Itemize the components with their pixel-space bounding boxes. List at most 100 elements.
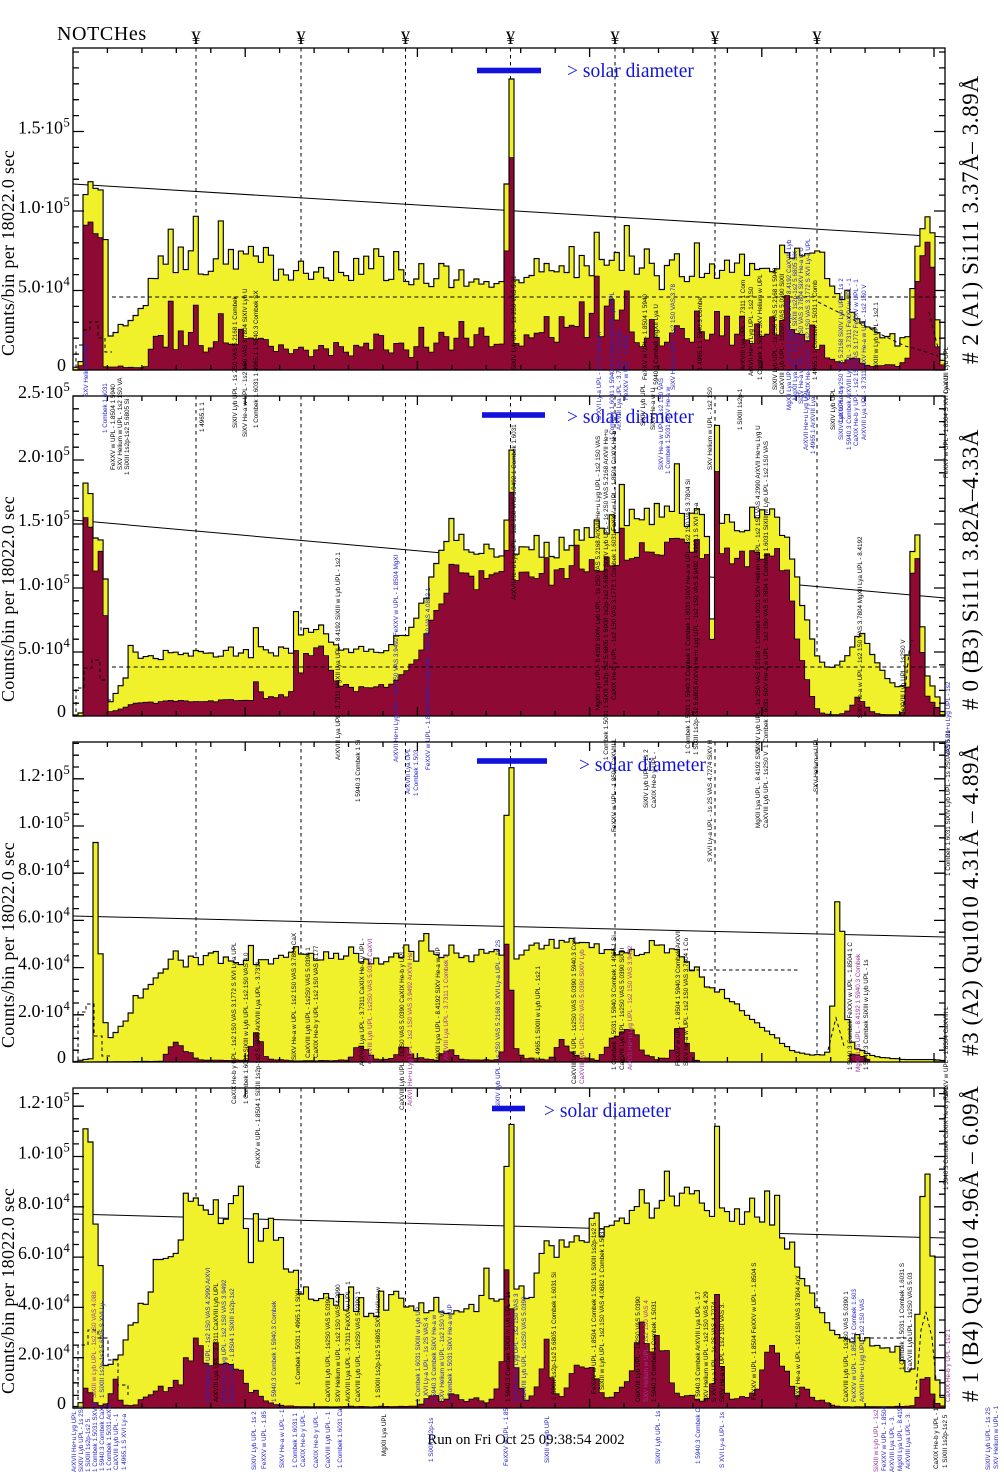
- svg-text:SXV Helium w UPL: SXV Helium w UPL: [813, 737, 820, 792]
- svg-text:SiXIV Lyb UPL - 1s 2S0 VAS 5.2: SiXIV Lyb UPL - 1s 2S0 VAS 5.2168 1 5940…: [772, 266, 779, 390]
- svg-text:1 Combek 1.6031 1: 1 Combek 1.6031 1: [292, 1413, 299, 1468]
- svg-text:SiXIV Lyb UPL - 1s 2S0 VAS 5.2: SiXIV Lyb UPL - 1s 2S0 VAS 5.2168 SiXIV …: [838, 278, 845, 440]
- svg-text:2.0∙10: 2.0∙10: [18, 446, 63, 466]
- svg-text:> solar diameter: > solar diameter: [567, 61, 694, 82]
- svg-text:SXV Helium w UPL - 1: SXV Helium w UPL - 1: [83, 333, 90, 397]
- svg-text:CaXVIII Lyb UPL - 1s2S0 VAS 5.: CaXVIII Lyb UPL - 1s2S0 VAS 5.0390 1: [305, 947, 312, 1058]
- svg-text:1 Combek 1.5031 SXV Helium w U: 1 Combek 1.5031 SXV Helium w UPL: [757, 274, 764, 380]
- svg-text:ArXVIII Lya UPL - 3.7311 CaXIX: ArXVIII Lya UPL - 3.7311 CaXIX He-b y UP…: [359, 938, 366, 1066]
- svg-text:5.0∙10: 5.0∙10: [18, 638, 63, 658]
- svg-text:CaXIX He-b y UPL -: CaXIX He-b y UPL -: [651, 752, 658, 808]
- svg-text:5: 5: [64, 763, 70, 777]
- svg-text:ArXVII He+u Lyg UPL - 1s2 1S0: ArXVII He+u Lyg UPL - 1s2 1S0 VAS 3.9492…: [393, 554, 400, 762]
- svg-text:1 5940.3 Combek 1 5940.3 Combe: 1 5940.3 Combek 1 5940.3 Combek: [271, 1300, 278, 1402]
- svg-text:1 SiXIII 1s2p-1s2 5.6805 1 Com: 1 SiXIII 1s2p-1s2 5.6805 1 Combek 1.6031…: [551, 1272, 558, 1400]
- svg-text:MgXII Lya UPL: MgXII Lya UPL: [381, 1413, 388, 1456]
- svg-text:1 Combek 1.503: 1 Combek 1.503: [413, 749, 420, 796]
- svg-text:1 SiXIII 1s2p-1s: 1 SiXIII 1s2p-1s: [428, 1418, 435, 1462]
- svg-text:1 Combek 1.5031 1 SiXIII 1s2p-: 1 Combek 1.5031 1 SiXIII 1s2p-1s2 5.6805…: [603, 429, 610, 760]
- svg-text:CaXVIII Lyb UPL - 1s2S0 VAS 5.: CaXVIII Lyb UPL - 1s2S0 VAS 5.0390: [521, 1296, 528, 1402]
- svg-text:1 5940.3 Combek FeXXV w UPL -: 1 5940.3 Combek FeXXV w UPL - 1.8504 1 C: [847, 942, 854, 1070]
- svg-text:Counts/bin per 18022.0 sec: Counts/bin per 18022.0 sec: [0, 1188, 18, 1394]
- svg-text:Run on Fri Oct 25 09:38:54 200: Run on Fri Oct 25 09:38:54 2002: [427, 1432, 624, 1448]
- svg-text:# 0 (B3) Si111 3.82Å–4.33Å: # 0 (B3) Si111 3.82Å–4.33Å: [958, 429, 983, 710]
- svg-text:CaXVIII Lyb UPL - 1s2S0 VAS 5.: CaXVIII Lyb UPL - 1s2S0 VAS 5.0390 CaXVI: [367, 938, 374, 1064]
- svg-text:S XVI Ly-a UPL - 1s: S XVI Ly-a UPL - 1s: [719, 1412, 726, 1468]
- svg-text:ArXVII He+u Lyg UPL - 1s2 1S0: ArXVII He+u Lyg UPL - 1s2 1S0 VAS 3: [513, 1293, 520, 1402]
- svg-text:1 SiXIII 1s2p-1s2 5.: 1 SiXIII 1s2p-1s2 5.: [85, 1417, 92, 1472]
- svg-text:1 5940.3 Combek CaXIX He-b y U: 1 5940.3 Combek CaXIX He-b y UPL: [943, 1086, 950, 1190]
- svg-text:CaXVIII Lyb UPL - 1s2S0 V: CaXVIII Lyb UPL - 1s2S0 V: [763, 751, 770, 828]
- svg-text:1 4965.1 S XVI Ly-a: 1 4965.1 S XVI Ly-a: [121, 1413, 128, 1470]
- svg-text:MgXII Lya UPL - 8.4192 SiXIV L: MgXII Lya UPL - 8.4192 SiXIV Lyb UPL - 1…: [595, 436, 602, 710]
- svg-text:5.0∙10: 5.0∙10: [18, 277, 63, 297]
- svg-text:SiXIV Lyb UPL: SiXIV Lyb UPL: [640, 384, 647, 426]
- svg-text:1 Combek 1.6031 SiXIV Lyb UPL: 1 Combek 1.6031 SiXIV Lyb UPL - 1s 2S0 V…: [945, 730, 952, 876]
- svg-text:ArXVII He+u Lyg UPL - 1s2 1S0: ArXVII He+u Lyg UPL - 1s2 1S0 VAS: [859, 1299, 866, 1402]
- svg-text:SXV Helium w UPL - 1: SXV Helium w UPL - 1: [993, 1405, 1000, 1469]
- svg-text:SXV Helium w UPL - 1s2 1S0 VAS: SXV Helium w UPL - 1s2 1S0 VAS 4: [643, 1300, 650, 1402]
- svg-text:1 Combek 1.6031 SiXV He-a w UP: 1 Combek 1.6031 SiXV He-a w UPL - 1s2 1S…: [763, 441, 770, 748]
- svg-text:SXV Helium w UPL - 1s2 1S0 VA: SXV Helium w UPL - 1s2 1S0 VA: [117, 377, 124, 470]
- svg-text:CaXVIII Lyb UPL - 1s2S0 VAS 5.: CaXVIII Lyb UPL - 1s2S0 VAS 5.0390: [635, 1296, 642, 1402]
- svg-text:0: 0: [57, 1047, 66, 1067]
- svg-text:# 2 (A1) Si111 3.37Å– 3.89Å: # 2 (A1) Si111 3.37Å– 3.89Å: [958, 75, 983, 364]
- svg-text:4.0∙10: 4.0∙10: [18, 1293, 63, 1313]
- svg-text:CaXIX He-b y UPL - 1s2 1S0 VAS: CaXIX He-b y UPL - 1s2 1S0 VAS 3.1772 S …: [231, 942, 238, 1104]
- svg-text:SXV Helium w UPL - 1s2 1S0 VAS: SXV Helium w UPL - 1s2 1S0 VAS 4.2990: [335, 1284, 342, 1402]
- svg-text:4.0∙10: 4.0∙10: [18, 954, 63, 974]
- svg-text:SiXV He-a w UPL - 1: SiXV He-a w UPL - 1: [279, 1409, 286, 1468]
- svg-text:4: 4: [64, 952, 71, 966]
- svg-text:ArXVII He+u Lyg UPL -: ArXVII He+u Lyg UPL -: [71, 1408, 78, 1472]
- svg-text:1 5940.3 Combek ArXVIII Lya UP: 1 5940.3 Combek ArXVIII Lya UPL - 3.7311…: [846, 278, 853, 450]
- svg-text:CaXVIII Lyb UPL: CaXVIII Lyb UPL: [943, 346, 950, 394]
- svg-text:#3 (A2) Qu1010 4.31Å – 4.89Å: #3 (A2) Qu1010 4.31Å – 4.89Å: [958, 745, 983, 1056]
- svg-text:FeXXV w UPL - 1.8504 1 5940.3: FeXXV w UPL - 1.8504 1 5940.3 Combek ArX…: [675, 930, 682, 1066]
- svg-text:FeXXV w UPL - 1.8504 S XVI Ly-: FeXXV w UPL - 1.8504 S XVI Ly-a U: [943, 375, 950, 478]
- svg-text:ArXVII He+u Lyg UPL - 1s2 1S0: ArXVII He+u Lyg UPL - 1s2 1S0 VAS 3.9492…: [407, 952, 414, 1106]
- svg-text:FeXXV w UPL - 1.8504: FeXXV w UPL - 1.8504: [881, 1406, 888, 1471]
- svg-text:5: 5: [64, 444, 70, 458]
- svg-text:ArXVII He+u Lyg UPL - 1s2 1S0: ArXVII He+u Lyg UPL - 1s2 1S0 VAS 3.9492…: [511, 424, 518, 600]
- svg-text:1 Combek 1.5031 1 5940.3 Combe: 1 Combek 1.5031 1 5940.3 Combek 1 Combek…: [685, 479, 692, 754]
- svg-text:FeXXV w UPL - 1.8504 1 5940: FeXXV w UPL - 1.8504 1 5940: [642, 294, 649, 380]
- svg-text:1.0∙10: 1.0∙10: [18, 574, 63, 594]
- svg-text:1 Combek 1.5031 1 5940.3 Combe: 1 Combek 1.5031 1 5940.3 Combek 1 4965.1…: [611, 935, 618, 1070]
- svg-text:5: 5: [64, 508, 70, 522]
- svg-text:SiXIII w Lyb UPL - 1s2: SiXIII w Lyb UPL - 1s2: [873, 1409, 880, 1472]
- svg-text:1.5∙10: 1.5∙10: [18, 510, 63, 530]
- svg-text:CaXVIII Lyb UPL - 1s2S0 VAS 5.: CaXVIII Lyb UPL - 1s2S0 VAS 5.0390 1: [355, 1291, 362, 1402]
- svg-text:CaXIX He-b y UPL - 1: CaXIX He-b y UPL - 1: [933, 1407, 940, 1469]
- svg-text:8.0∙10: 8.0∙10: [18, 1193, 63, 1213]
- svg-text:1 SiXIII 1s2p-1s2 5.6805 ArXVI: 1 SiXIII 1s2p-1s2 5.6805 ArXVII He+u Lyg…: [693, 502, 700, 755]
- svg-text:MgXII Lya UPL - 8.4192 SiXV He: MgXII Lya UPL - 8.4192 SiXV He-a w UP: [435, 947, 442, 1062]
- svg-text:FeXXV w UPL - 1.8504 CaXVIII L: FeXXV w UPL - 1.8504 CaXVIII L: [943, 1006, 950, 1100]
- svg-text:CaXVIII Lyb UPL - 1s2S0 VAS 5.: CaXVIII Lyb UPL - 1s2S0 VAS 5.0390 1: [843, 1291, 850, 1402]
- svg-text:¥: ¥: [296, 29, 306, 49]
- svg-text:SiXIV Lyb UPL - 1s 2S0 VAS 5.2: SiXIV Lyb UPL - 1s 2S0 VAS 5.2168 S XVI …: [495, 940, 502, 1108]
- svg-text:4: 4: [64, 1342, 71, 1356]
- svg-text:FeXXV w UPL - 1.8504 SiXIII w: FeXXV w UPL - 1.8504 SiXIII w Lyb UPL - …: [425, 587, 432, 770]
- svg-text:SXV Helium w UPL - 1s2 1S0: SXV Helium w UPL - 1s2 1S0: [707, 387, 714, 470]
- svg-text:8.0∙10: 8.0∙10: [18, 859, 63, 879]
- svg-text:6.0∙10: 6.0∙10: [18, 906, 63, 926]
- svg-text:CaXIX He-b y UPL -: CaXIX He-b y UPL -: [300, 1411, 307, 1467]
- svg-text:FeXXV w UPL - 1.85: FeXXV w UPL - 1.85: [261, 1411, 268, 1469]
- svg-text:NOTCHes: NOTCHes: [57, 23, 147, 45]
- svg-text:SiXIV Lyb UPL - 1s 2: SiXIV Lyb UPL - 1s 2: [251, 1411, 258, 1470]
- svg-text:1 SiXIII 1s2p-1: 1 SiXIII 1s2p-1: [737, 388, 744, 430]
- svg-text:MgXII Lya UPL - 8.4192 1 5940.: MgXII Lya UPL - 8.4192 1 5940.3 Combek: [855, 953, 862, 1072]
- svg-text:¥: ¥: [710, 29, 720, 49]
- svg-text:1 4965.1 1 5940.3 Combe: 1 4965.1 1 5940.3 Combe: [697, 297, 704, 370]
- svg-text:MgXII Lya UPL - 8.4192 SXV: MgXII Lya UPL - 8.4192 SXV: [755, 746, 762, 828]
- svg-text:S XVI Ly-a UPL - 1s 2S VAS 4.: S XVI Ly-a UPL - 1s 2S VAS 4.: [423, 1316, 430, 1402]
- svg-text:5: 5: [64, 195, 70, 209]
- svg-text:1 5940.3 Combek C: 1 5940.3 Combek C: [695, 1408, 702, 1464]
- svg-text:Counts/bin per 18022.0 sec: Counts/bin per 18022.0 sec: [0, 842, 18, 1048]
- svg-text:4: 4: [64, 275, 71, 289]
- svg-text:4: 4: [64, 636, 71, 650]
- svg-text:4: 4: [64, 1291, 71, 1305]
- svg-text:CaXVIII Lyb UPL - 1s2S0 VAS 5.: CaXVIII Lyb UPL - 1s2S0 VAS 5.03: [907, 1272, 914, 1371]
- svg-text:SiXIII w Lyb UPL - 1s2.1S0 VAS: SiXIII w Lyb UPL - 1s2.1S0 VAS 4.088: [91, 1291, 98, 1398]
- svg-text:ArXVIII Lya UPL - 3.7311 CaXVI: ArXVIII Lya UPL - 3.7311 CaXVIII Lyb UPL: [213, 1283, 220, 1402]
